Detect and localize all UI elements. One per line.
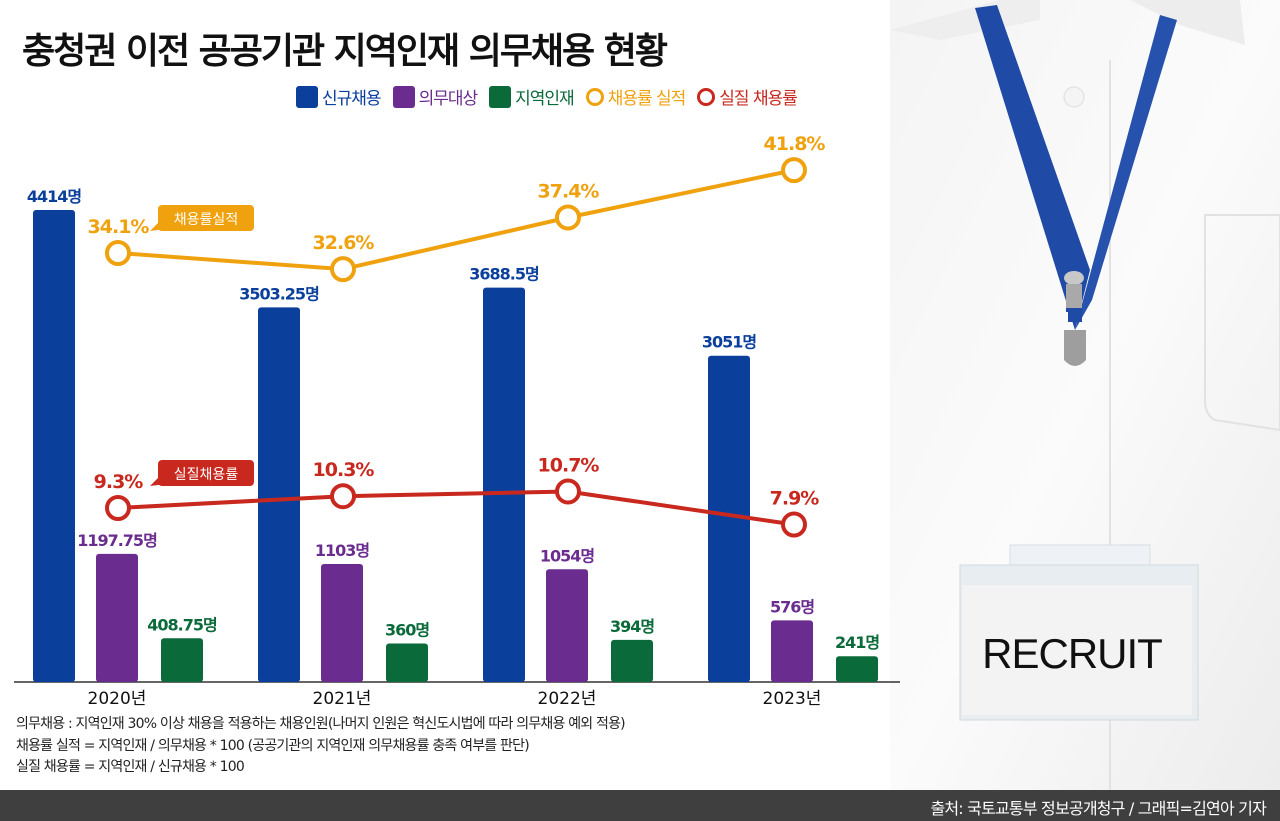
legend-swatch <box>392 85 415 108</box>
callout-box <box>158 205 254 231</box>
bar <box>258 307 300 682</box>
line-marker <box>330 256 356 283</box>
bar <box>33 210 75 682</box>
line-series <box>117 489 795 527</box>
legend-ring <box>585 87 604 106</box>
bar-value-label: 1197.75명 <box>77 531 157 550</box>
x-tick-label: 2022년 <box>538 689 597 709</box>
bar <box>546 569 588 682</box>
bar-value-label: 576명 <box>770 597 814 616</box>
x-tick-label: 2021년 <box>313 689 372 709</box>
bar <box>386 643 428 682</box>
legend-label: 의무대상 <box>418 89 479 109</box>
line-value-label: 10.3% <box>313 459 375 481</box>
legend-label: 실질 채용률 <box>719 89 798 109</box>
callout-pointer <box>150 223 166 231</box>
bar-value-label: 3503.25명 <box>239 284 319 303</box>
bar <box>321 564 363 682</box>
bar <box>483 287 525 682</box>
line-marker <box>555 204 581 231</box>
badge-text: RECRUIT <box>982 630 1162 677</box>
legend-ring <box>697 87 716 106</box>
bar <box>708 355 750 682</box>
legend-item-rate: 채용률 실적 <box>585 84 687 109</box>
chart-title: 충청권 이전 공공기관 지역인재 의무채용 현황 <box>22 31 668 72</box>
line-value-label: 9.3% <box>94 471 144 493</box>
legend-label: 채용률 실적 <box>607 89 687 109</box>
legend-swatch <box>489 85 512 108</box>
bar-value-label: 1054명 <box>540 546 595 565</box>
bar <box>771 620 813 682</box>
callout-label: 채용률실적 <box>174 212 238 228</box>
bar-value-label: 408.75명 <box>147 615 217 634</box>
legend-item-mandatory: 의무대상 <box>392 84 479 109</box>
plot-area: 2020년 2021년 2022년 2023년 4414명 3503.25명 3688.5명… <box>14 133 900 709</box>
bar-value-label: 3688.5명 <box>469 265 539 284</box>
line-marker <box>555 478 581 505</box>
chart: 충청권 이전 공공기관 지역인재 의무채용 현황 신규채용 의무대상 지역인재 … <box>14 31 900 779</box>
footnotes: 의무채용 : 지역인재 30% 이상 채용을 적용하는 채용인원(나머지 인원은… <box>16 714 626 779</box>
line-value-label: 37.4% <box>538 180 600 202</box>
source-text: 출처: 국토교통부 정보공개청구 / 그래픽=김연아 기자 <box>930 799 1266 818</box>
bar-value-label: 241명 <box>835 633 879 652</box>
line-value-label: 34.1% <box>88 216 150 238</box>
legend-label: 신규채용 <box>322 89 382 109</box>
source-bar: 출처: 국토교통부 정보공개청구 / 그래픽=김연아 기자 <box>0 790 1280 821</box>
bar-value-label: 1103명 <box>315 541 370 560</box>
bar <box>161 638 203 682</box>
callout-label: 실질채용률 <box>174 467 239 483</box>
bar <box>96 553 138 682</box>
legend-item-new-hires: 신규채용 <box>296 84 382 109</box>
bar <box>611 639 653 682</box>
lanyard-photo: RECRUIT <box>890 0 1280 790</box>
legend-label: 지역인재 <box>515 89 575 109</box>
line-series <box>117 168 795 272</box>
legend-item-real-rate: 실질 채용률 <box>697 84 798 109</box>
line-value-label: 41.8% <box>764 133 826 155</box>
line-value-label: 32.6% <box>313 232 375 254</box>
line-value-label: 10.7% <box>538 454 600 476</box>
line-marker <box>105 495 131 521</box>
bar-value-label: 394명 <box>610 617 654 636</box>
legend-swatch <box>296 85 318 108</box>
bar-value-label: 360명 <box>385 621 429 640</box>
footnote: 채용률 실적 = 지역인재 / 의무채용 * 100 (공공기관의 지역인재 의… <box>16 737 530 754</box>
line-marker <box>105 240 131 266</box>
x-tick-label: 2020년 <box>88 689 147 709</box>
x-tick-label: 2023년 <box>763 689 822 709</box>
footnote: 의무채용 : 지역인재 30% 이상 채용을 적용하는 채용인원(나머지 인원은… <box>16 716 626 732</box>
line-marker <box>781 157 807 184</box>
bar-value-label: 4414명 <box>27 187 82 206</box>
footnote: 실질 채용률 = 지역인재 / 신규채용 * 100 <box>16 759 245 775</box>
line-value-label: 7.9% <box>770 488 820 510</box>
legend: 신규채용 의무대상 지역인재 채용률 실적 실질 채용률 <box>296 84 798 109</box>
legend-item-local: 지역인재 <box>489 84 575 109</box>
callout-box <box>158 460 254 486</box>
callout-pointer <box>150 478 166 486</box>
line-marker <box>330 483 356 510</box>
bar-value-label: 3051명 <box>702 333 757 352</box>
line-marker <box>781 511 807 538</box>
bar <box>836 656 878 682</box>
